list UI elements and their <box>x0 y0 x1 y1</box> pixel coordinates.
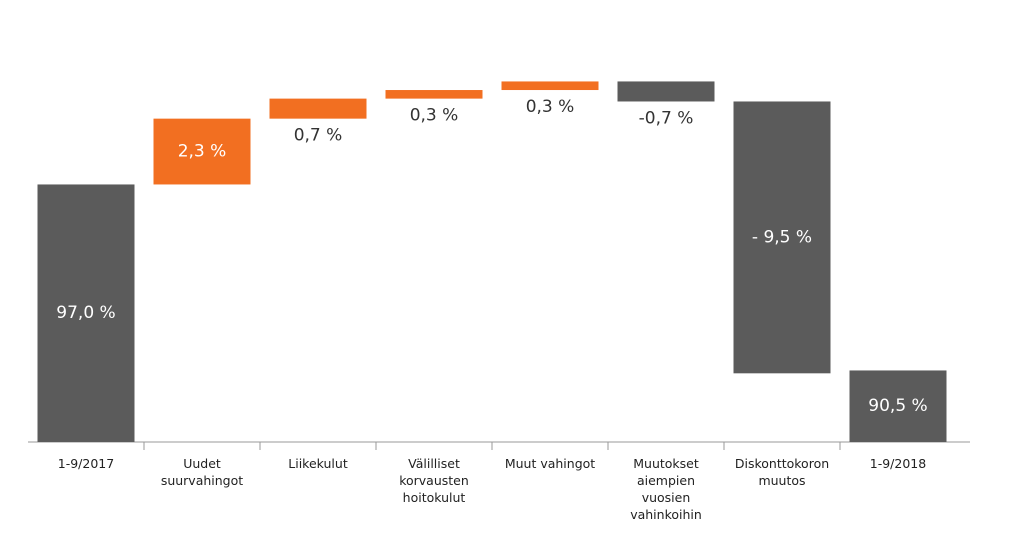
value-label: 2,3 % <box>178 142 227 162</box>
value-label: 0,3 % <box>526 97 575 117</box>
value-label: -0,7 % <box>639 108 694 128</box>
value-label: 0,7 % <box>294 126 343 146</box>
bar <box>501 81 599 91</box>
bar <box>153 118 251 185</box>
x-tick-label: Välilliset korvausten hoitokulut <box>399 456 469 505</box>
bar <box>385 90 483 99</box>
x-tick-label: Uudet suurvahingot <box>160 456 244 488</box>
x-tick-label: 1-9/2018 <box>869 456 927 471</box>
x-tick-label: 1-9/2017 <box>57 456 115 471</box>
x-tick-label: Liikekulut <box>288 456 348 471</box>
bar <box>617 81 715 102</box>
bar <box>733 101 831 374</box>
bar <box>37 184 135 442</box>
x-tick-label: Muutokset aiempien vuosien vahinkoihin <box>630 456 702 522</box>
value-label: - 9,5 % <box>752 227 812 247</box>
bar <box>849 370 947 442</box>
value-label: 97,0 % <box>56 303 115 323</box>
value-label: 90,5 % <box>868 396 927 416</box>
bar <box>269 98 367 119</box>
x-tick-label: Diskonttokoron muutos <box>734 456 830 488</box>
x-tick-label: Muut vahingot <box>504 456 596 471</box>
value-label: 0,3 % <box>410 106 459 126</box>
